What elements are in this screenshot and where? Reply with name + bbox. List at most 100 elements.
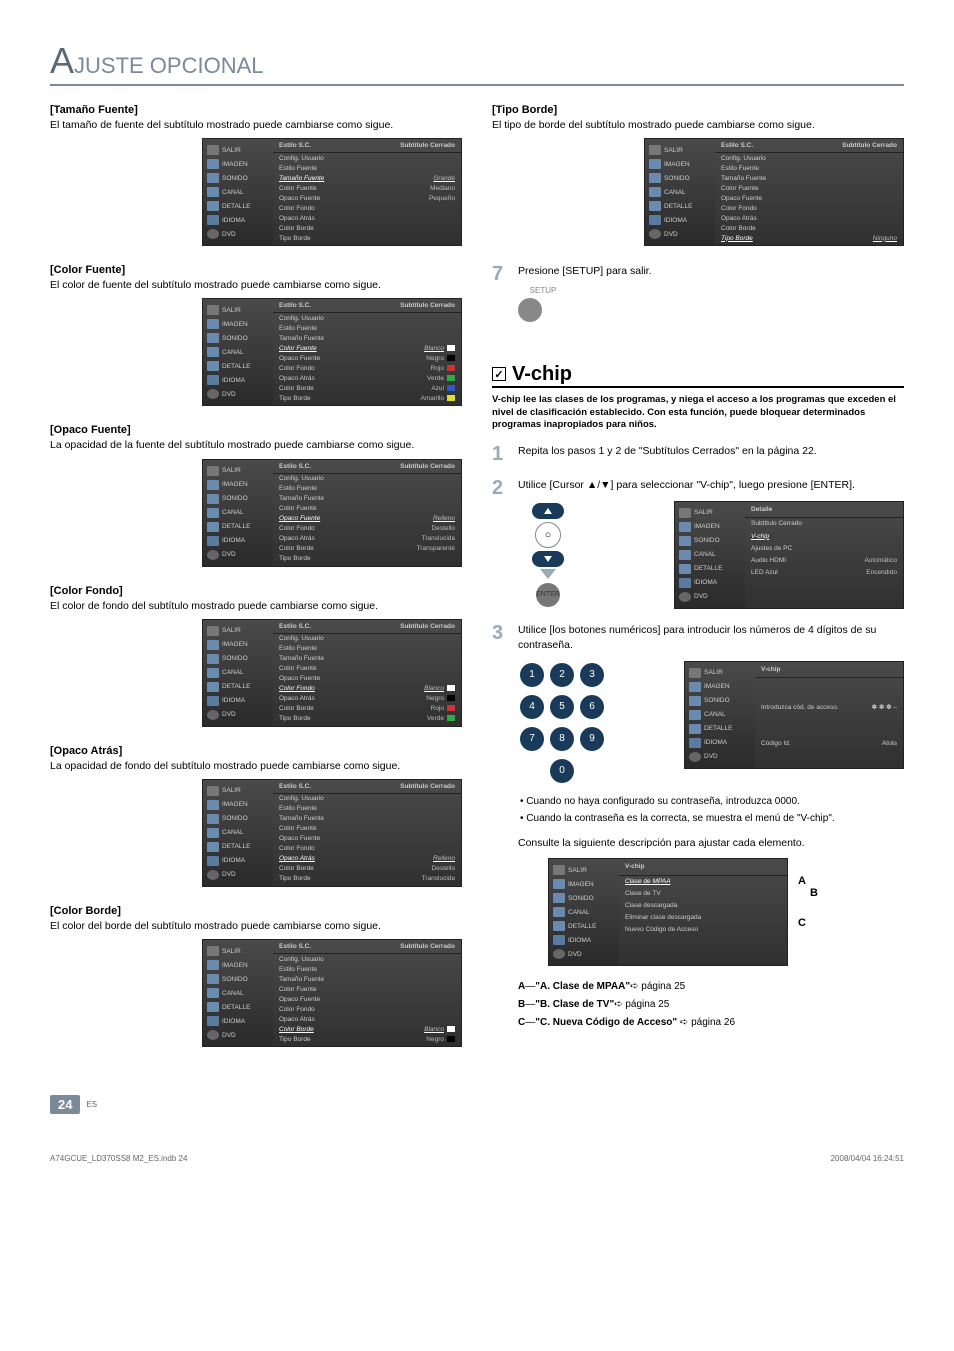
color-swatch (447, 365, 455, 371)
menu-sidebar: SALIRIMAGENSONIDOCANALDETALLEIDIOMADVD (203, 139, 273, 245)
imagen-icon (207, 319, 219, 329)
detalle-icon (207, 1002, 219, 1012)
block-head: [Opaco Atrás] (50, 745, 462, 757)
detalle-icon (207, 522, 219, 532)
sidebar-item-imagen: IMAGEN (549, 877, 619, 891)
sonido-icon (679, 536, 691, 546)
sidebar-item-detalle: DETALLE (549, 919, 619, 933)
arrow-down-icon (532, 551, 564, 567)
numpad-7: 7 (520, 727, 544, 751)
opt-row-estilo: Estilo Fuente (273, 804, 461, 814)
marker-C: C (798, 916, 806, 931)
sidebar-item-idioma: IDIOMA (675, 576, 745, 590)
canal-icon (207, 828, 219, 838)
opt-row-tipoBorde: Tipo BordeNegro (273, 1034, 461, 1044)
opt-row-tipoBorde: Tipo BordeAmarillo (273, 393, 461, 403)
opt-row-colorFuente: Color Fuente (273, 664, 461, 674)
panel-header: Estilo S.C.Subtítulo Cerrado (273, 940, 461, 954)
opt-row-tipoBorde: Tipo Borde (273, 554, 461, 564)
sidebar-item-imagen: IMAGEN (203, 638, 273, 652)
canal-icon (679, 550, 691, 560)
opt-row-colorFuente: Color Fuente (273, 984, 461, 994)
right-column: [Tipo Borde] El tipo de borde del subtít… (492, 104, 904, 1065)
salir-icon (207, 946, 219, 956)
step3-text: Utilice [los botones numéricos] para int… (518, 624, 876, 651)
block-desc: La opacidad de la fuente del subtítulo m… (50, 438, 462, 452)
bullet-item: • Cuando la contraseña es la correcta, s… (528, 812, 904, 826)
sidebar-item-canal: CANAL (203, 986, 273, 1000)
checkbox-icon: ✓ (492, 367, 506, 381)
numpad-3: 3 (580, 663, 604, 687)
sidebar-item-salir: SALIR (645, 143, 715, 157)
dvd-icon (689, 752, 701, 762)
step-7: 7 Presione [SETUP] para salir. SETUP (492, 264, 904, 329)
block-desc: El color de fondo del subtítulo mostrado… (50, 599, 462, 613)
grey-arrow-down-icon (540, 569, 556, 579)
sonido-icon (649, 173, 661, 183)
opt-row-tamano: Tamaño FuenteGrande (273, 173, 461, 183)
sidebar-item-sonido: SONIDO (203, 652, 273, 666)
sidebar-item-canal: CANAL (203, 345, 273, 359)
menu-sidebar: SALIRIMAGENSONIDOCANALDETALLEIDIOMADVD (203, 460, 273, 566)
opt-row-opacoFuente: Opaco FuenteNegro (273, 353, 461, 363)
imagen-icon (553, 879, 565, 889)
sidebar-item-dvd: DVD (203, 227, 273, 241)
imagen-icon (207, 159, 219, 169)
footer-left: A74GCUE_LD370SS8 M2_ES.indb 24 (50, 1154, 187, 1163)
sidebar-item-idioma: IDIOMA (549, 933, 619, 947)
numpad-6: 6 (580, 695, 604, 719)
menu-sidebar: SALIRIMAGENSONIDOCANALDETALLEIDIOMADVD (203, 299, 273, 405)
pw-footer: Código Id.Atrás (755, 738, 903, 750)
opt-row-colorBorde: Color BordeRojo (273, 704, 461, 714)
sidebar-item-canal: CANAL (203, 666, 273, 680)
idioma-icon (679, 578, 691, 588)
sidebar-item-canal: CANAL (549, 905, 619, 919)
opt-row-colorFondo: Color Fondo (715, 203, 903, 213)
page-lang: ES (86, 1100, 97, 1109)
opt-row-opacoAtras: Opaco Atrás (273, 1014, 461, 1024)
numpad-5: 5 (550, 695, 574, 719)
sidebar-item-idioma: IDIOMA (203, 694, 273, 708)
imagen-icon (679, 522, 691, 532)
setting-block: [Color Fondo] El color de fondo del subt… (50, 585, 462, 727)
sidebar-item-imagen: IMAGEN (685, 680, 755, 694)
panel-header: Estilo S.C.Subtítulo Cerrado (273, 780, 461, 794)
setting-block: [Opaco Fuente] La opacidad de la fuente … (50, 424, 462, 566)
opt-row-config: Config. Usuario (715, 153, 903, 163)
sidebar-item-dvd: DVD (203, 708, 273, 722)
step1-text: Repita los pasos 1 y 2 de "Subtítulos Ce… (518, 444, 904, 464)
sidebar-item-salir: SALIR (203, 944, 273, 958)
canal-icon (649, 187, 661, 197)
sonido-icon (207, 974, 219, 984)
color-swatch (447, 695, 455, 701)
opt-row-tamano: Tamaño Fuente (273, 974, 461, 984)
footer-right: 2008/04/04 16:24:51 (831, 1154, 904, 1163)
detalle-icon (207, 682, 219, 692)
sidebar-item-dvd: DVD (203, 387, 273, 401)
sidebar-item-salir: SALIR (685, 666, 755, 680)
panel-header: Detalle (745, 502, 903, 518)
sidebar-item-dvd: DVD (203, 1028, 273, 1042)
canal-icon (207, 508, 219, 518)
block-head: [Color Fondo] (50, 585, 462, 597)
numpad-2: 2 (550, 663, 574, 687)
color-swatch (447, 685, 455, 691)
sidebar-item-salir: SALIR (203, 784, 273, 798)
setting-block: [Color Borde] El color del borde del sub… (50, 905, 462, 1047)
salir-icon (207, 145, 219, 155)
sidebar-item-sonido: SONIDO (685, 694, 755, 708)
menu-screenshot: SALIRIMAGENSONIDOCANALDETALLEIDIOMADVDEs… (644, 138, 904, 246)
setup-button-icon (518, 298, 542, 322)
opt-row-opacoAtras: Opaco Atrás (715, 213, 903, 223)
opt-row-colorBorde: Color BordeAzul (273, 383, 461, 393)
vchip-description: V-chip lee las clases de los programas, … (492, 394, 904, 432)
sidebar-item-detalle: DETALLE (203, 520, 273, 534)
menu-screenshot: SALIRIMAGENSONIDOCANALDETALLEIDIOMADVDEs… (202, 619, 462, 727)
sidebar-item-imagen: IMAGEN (203, 958, 273, 972)
opt-row-opacoAtras: Opaco AtrásRelleno (273, 854, 461, 864)
menu-main-panel: Estilo S.C.Subtítulo CerradoConfig. Usua… (273, 940, 461, 1046)
step1-num: 1 (492, 444, 510, 464)
opt-row-estilo: Estilo Fuente (273, 484, 461, 494)
dvd-icon (207, 710, 219, 720)
sidebar-item-canal: CANAL (203, 826, 273, 840)
